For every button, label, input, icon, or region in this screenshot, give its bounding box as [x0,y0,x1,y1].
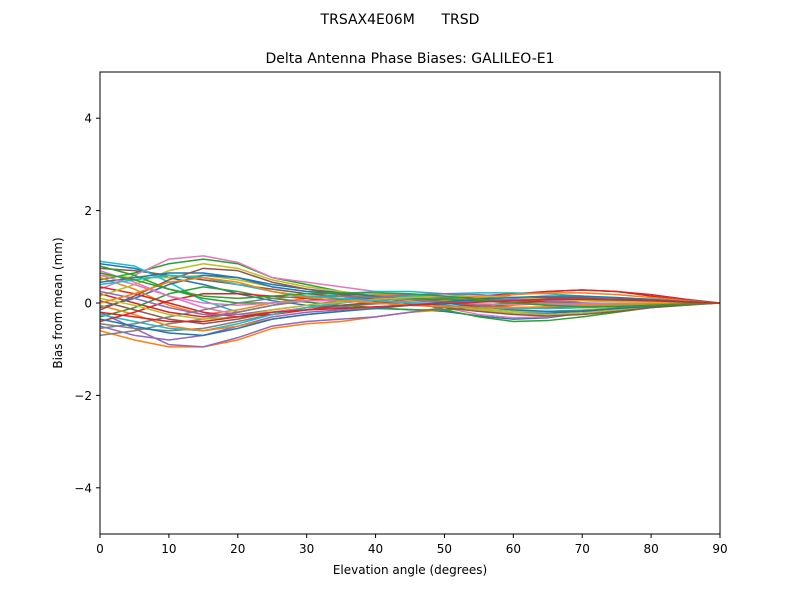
series-line-29 [100,295,720,320]
x-tick-label: 40 [368,542,383,556]
chart-title: Delta Antenna Phase Biases: GALILEO-E1 [265,51,554,67]
y-tick-label: 4 [84,112,92,126]
x-tick-label: 60 [506,542,521,556]
y-tick-label: 2 [84,204,92,218]
x-axis-label: Elevation angle (degrees) [333,563,487,577]
y-tick-label: −2 [74,389,92,403]
x-tick-label: 0 [96,542,104,556]
x-tick-label: 20 [230,542,245,556]
series-line-19 [100,262,720,316]
y-tick-label: −4 [74,481,92,495]
y-tick-label: 0 [84,297,92,311]
series-line-34 [100,298,720,323]
chart-suptitle: TRSAX4E06M TRSD [320,12,480,28]
x-tick-label: 70 [575,542,590,556]
x-axis: 0 10 20 30 40 50 60 70 80 90 [96,534,728,556]
y-axis-label: Bias from mean (mm) [51,237,65,368]
x-tick-label: 50 [437,542,452,556]
x-tick-label: 30 [299,542,314,556]
series-line-10 [100,260,720,313]
x-tick-label: 80 [643,542,658,556]
y-axis: −4 −2 0 2 4 [74,112,100,495]
series-layer [100,255,720,348]
x-tick-label: 10 [161,542,176,556]
series-line-26 [100,267,720,317]
x-tick-label: 90 [712,542,727,556]
series-line-33 [100,272,720,308]
